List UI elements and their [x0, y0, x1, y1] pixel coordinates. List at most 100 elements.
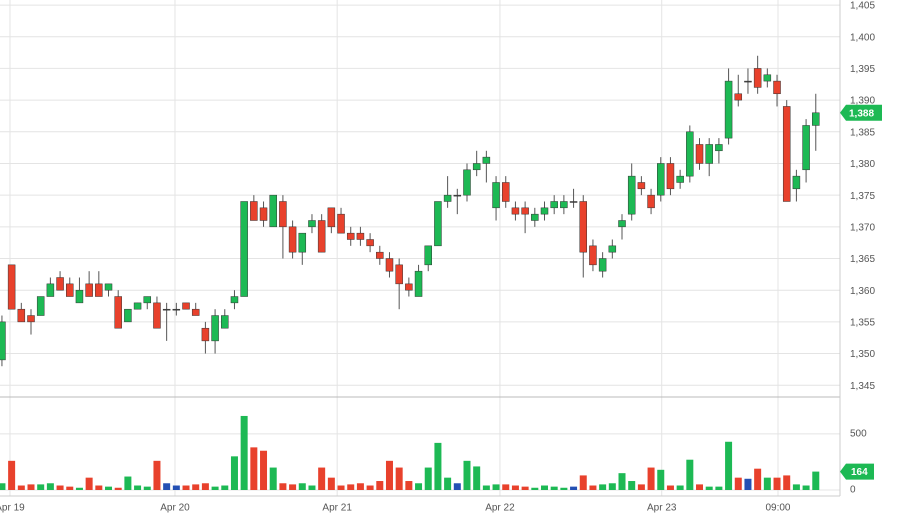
candle-body: [153, 302, 161, 329]
volume-bar: [85, 477, 93, 490]
candle-body: [773, 80, 781, 95]
x-tick-label: Apr 19: [0, 503, 25, 514]
volume-bar: [66, 486, 74, 490]
volume-bar: [192, 484, 200, 490]
candle-body: [376, 251, 384, 259]
volume-bar: [8, 460, 16, 490]
candle-body: [676, 175, 684, 183]
volume-bar: [754, 468, 762, 490]
volume-bar: [105, 486, 113, 490]
volume-bar: [589, 485, 597, 490]
x-tick-label: Apr 20: [160, 503, 190, 514]
volume-bar: [356, 483, 364, 490]
candle-body: [366, 239, 374, 247]
candle-body: [288, 226, 297, 253]
volume-bar: [134, 485, 142, 490]
volume-bar: [812, 471, 820, 490]
volume-bar: [550, 486, 558, 490]
candle-body: [627, 175, 636, 215]
candle-body: [337, 213, 345, 234]
candle-body: [569, 201, 578, 203]
volume-bar: [279, 483, 287, 490]
volume-bar: [492, 484, 500, 490]
volume-bar: [725, 441, 733, 490]
candle-body: [182, 302, 190, 310]
candle-body: [356, 232, 365, 240]
volume-bar: [540, 485, 548, 490]
candle-body: [753, 68, 762, 88]
volume-bar: [327, 477, 335, 490]
x-tick-label: 09:00: [765, 503, 790, 514]
candle-body: [327, 207, 336, 228]
volume-bar: [734, 477, 742, 490]
candle-body: [782, 106, 791, 202]
candle-body: [657, 163, 665, 196]
volume-bar: [802, 485, 810, 490]
candle-body: [715, 144, 723, 152]
volume-bar: [143, 486, 151, 490]
candle-body: [259, 207, 268, 221]
candle-body: [385, 258, 394, 272]
volume-bar: [599, 484, 607, 490]
volume-bar: [608, 483, 616, 490]
candle-body: [511, 207, 520, 215]
volume-bar: [250, 447, 258, 490]
candle-body: [579, 201, 588, 253]
volume-bar: [385, 460, 393, 490]
volume-bar: [37, 484, 45, 490]
candle-body: [734, 93, 743, 101]
volume-bar: [269, 467, 277, 490]
candle-body: [589, 245, 597, 266]
candle-body: [812, 112, 820, 126]
volume-bar: [773, 477, 781, 490]
candle-body: [56, 277, 64, 291]
volume-bar: [17, 485, 25, 490]
candle-body: [211, 315, 219, 342]
candle-body: [472, 163, 481, 171]
volume-bar: [783, 475, 791, 490]
volume-bar: [482, 485, 490, 490]
candle-body: [695, 144, 704, 164]
candle-body: [531, 213, 539, 221]
candle-body: [792, 175, 801, 190]
volume-bar: [434, 442, 442, 490]
candle-body: [501, 182, 510, 202]
volume-bar: [502, 484, 510, 490]
volume-tick-label: 500: [850, 429, 867, 440]
volume-bar: [163, 483, 171, 490]
candle-body: [482, 156, 491, 164]
candle-body: [647, 194, 655, 209]
candle-body: [201, 327, 210, 342]
candle-body: [550, 201, 558, 209]
volume-tag: [840, 463, 874, 480]
volume-bar: [260, 450, 268, 490]
volume-bar: [308, 485, 316, 490]
y-tick-label: 1,375: [850, 191, 875, 202]
volume-bar: [511, 485, 519, 490]
candle-body: [705, 144, 713, 164]
volume-bar: [676, 485, 684, 490]
candle-body: [0, 321, 6, 361]
candle-body: [492, 182, 500, 209]
candle-body: [17, 308, 26, 323]
y-tick-label: 1,390: [850, 96, 875, 107]
price-tag: [840, 104, 882, 121]
x-tick-label: Apr 21: [322, 503, 352, 514]
candle-body: [46, 283, 55, 297]
y-tick-label: 1,385: [850, 127, 875, 138]
y-tick-label: 1,405: [850, 1, 875, 12]
volume-bar: [560, 487, 568, 490]
candle-body: [744, 80, 752, 83]
candle-body: [453, 194, 462, 197]
candle-body: [395, 264, 403, 285]
y-tick-label: 1,380: [850, 159, 875, 170]
volume-bar: [182, 485, 190, 490]
volume-bar: [715, 486, 723, 490]
volume-bar: [289, 484, 297, 490]
volume-bar: [453, 483, 461, 490]
volume-bar: [570, 486, 578, 490]
volume-bar: [531, 487, 539, 490]
volume-bar: [463, 460, 471, 490]
